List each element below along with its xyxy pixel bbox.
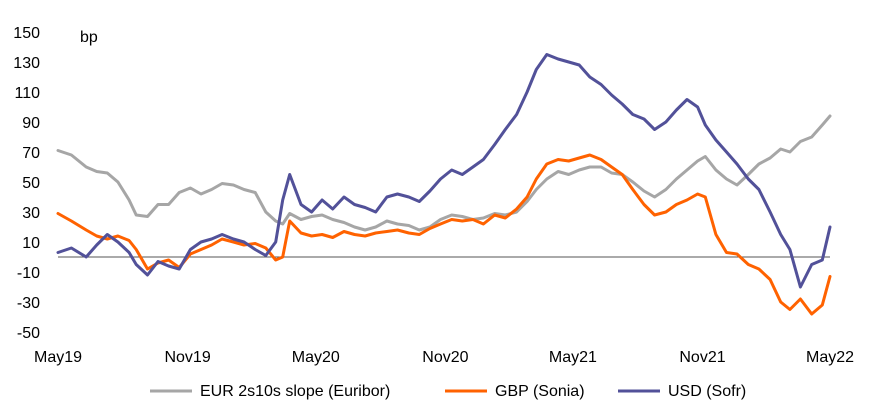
y-tick-label: -30 <box>17 295 40 312</box>
x-tick-label: Nov20 <box>422 349 468 366</box>
y-tick-label: 70 <box>22 145 40 162</box>
y-tick-label: 150 <box>13 25 40 42</box>
y-tick-label: 50 <box>22 175 40 192</box>
x-tick-label: Nov21 <box>679 349 725 366</box>
y-axis-unit-label: bp <box>80 29 98 46</box>
x-axis: May19 Nov19 May20 Nov20 May21 Nov21 May22 <box>34 349 854 366</box>
x-tick-label: May20 <box>292 349 340 366</box>
legend-label: GBP (Sonia) <box>495 383 585 400</box>
y-axis: 150 130 110 90 70 50 30 10 -10 -30 -50 <box>13 25 830 342</box>
series-line-3 <box>56 53 832 289</box>
series-line-2 <box>56 153 832 316</box>
legend-label: USD (Sofr) <box>668 383 746 400</box>
plot-area <box>56 53 832 316</box>
y-tick-label: 30 <box>22 205 40 222</box>
y-tick-label: 130 <box>13 55 40 72</box>
x-tick-label: May22 <box>806 349 854 366</box>
y-tick-label: 10 <box>22 235 40 252</box>
x-tick-label: May21 <box>549 349 597 366</box>
legend-label: EUR 2s10s slope (Euribor) <box>200 383 390 400</box>
x-tick-label: Nov19 <box>164 349 210 366</box>
y-tick-label: 90 <box>22 115 40 132</box>
y-tick-label: -50 <box>17 325 40 342</box>
series-line-1 <box>56 114 832 232</box>
legend: EUR 2s10s slope (Euribor) GBP (Sonia) USD … <box>150 383 746 400</box>
x-tick-label: May19 <box>34 349 82 366</box>
y-tick-label: -10 <box>17 265 40 282</box>
y-tick-label: 110 <box>14 85 40 102</box>
